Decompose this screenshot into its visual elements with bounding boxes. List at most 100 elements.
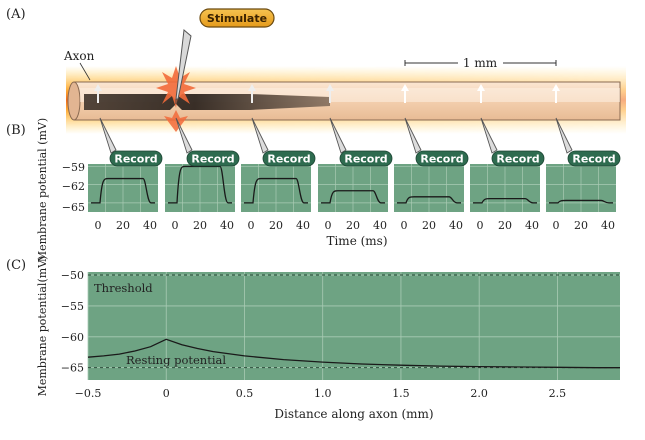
current-arrow-icon bbox=[401, 84, 409, 103]
record-electrode-icon bbox=[99, 117, 117, 154]
record-x-tick: 0 bbox=[477, 219, 484, 232]
record-badge: Record bbox=[186, 150, 240, 167]
record-badge: Record bbox=[415, 150, 469, 167]
record-trace bbox=[244, 177, 308, 204]
plot-c-x-tick: 2.5 bbox=[549, 387, 567, 400]
record-panel: Record 0 20 40 bbox=[318, 150, 393, 232]
resting-annotation: Resting potential bbox=[126, 353, 226, 367]
record-x-tick: 0 bbox=[172, 219, 179, 232]
plot-c-y-tick: −50 bbox=[61, 269, 84, 282]
plot-c-x-tick: 0.5 bbox=[236, 387, 254, 400]
record-panels: Record 0 20 40 Record 0 20 40 Record 0 20 40 Record 0… bbox=[88, 150, 621, 232]
record-label: Record bbox=[420, 153, 463, 166]
plot-c-x-tick: 1.5 bbox=[392, 387, 410, 400]
record-badge: Record bbox=[339, 150, 393, 167]
record-x-tick: 40 bbox=[525, 219, 539, 232]
record-panel: Record 0 20 40 bbox=[470, 150, 545, 232]
record-badge: Record bbox=[491, 150, 545, 167]
membrane-potential-line bbox=[87, 338, 620, 369]
record-panel: Record 0 20 40 bbox=[546, 150, 621, 232]
record-panel: Record 0 20 40 bbox=[88, 150, 163, 232]
plot-c-y-tick: −55 bbox=[61, 300, 84, 313]
recordings-y-tick: −59 bbox=[62, 161, 85, 174]
current-arrows bbox=[94, 84, 560, 103]
current-arrow-icon bbox=[94, 84, 102, 103]
plot-c-x-ticks: −0.5 0 0.5 1.0 1.5 2.0 2.5 bbox=[75, 387, 567, 400]
record-x-tick: 20 bbox=[346, 219, 360, 232]
record-trace bbox=[321, 190, 385, 204]
record-x-tick: 0 bbox=[325, 219, 332, 232]
record-electrode-icon bbox=[175, 117, 193, 154]
panel-a-label: (A) bbox=[6, 7, 26, 22]
record-electrode-icon bbox=[404, 117, 422, 154]
recordings-y-label: Membrane potential (mV) bbox=[36, 118, 49, 262]
record-x-tick: 40 bbox=[601, 219, 615, 232]
record-trace bbox=[168, 165, 232, 204]
scale-label: 1 mm bbox=[463, 56, 498, 70]
plot-c-x-tick: 2.0 bbox=[470, 387, 488, 400]
record-electrodes bbox=[99, 117, 573, 154]
record-x-tick: 40 bbox=[449, 219, 463, 232]
stimulus-burst-icon bbox=[156, 66, 196, 132]
panel-c: (C) Threshold Resting potential −50 −55 −6… bbox=[6, 256, 620, 421]
plot-c-y-ticks: −50 −55 −60 −65 bbox=[61, 269, 84, 375]
record-x-tick: 0 bbox=[401, 219, 408, 232]
panel-b-label: (B) bbox=[6, 123, 26, 138]
plot-c-y-label: Membrane potential(mV) bbox=[36, 256, 49, 397]
record-x-tick: 20 bbox=[193, 219, 207, 232]
axon-active-region bbox=[84, 94, 330, 110]
stimulate-electrode-icon bbox=[175, 29, 192, 104]
record-label: Record bbox=[344, 153, 387, 166]
panel-b: (B) Membrane potential (mV) −59 −62 −65 … bbox=[6, 118, 621, 262]
record-electrode-icon bbox=[555, 117, 573, 154]
record-badge: Record bbox=[567, 150, 621, 167]
current-arrow-icon bbox=[552, 84, 560, 103]
record-x-tick: 0 bbox=[553, 219, 560, 232]
record-trace bbox=[549, 199, 613, 204]
record-label: Record bbox=[496, 153, 539, 166]
panel-c-label: (C) bbox=[6, 258, 26, 273]
record-electrode-icon bbox=[251, 117, 269, 154]
recordings-x-label: Time (ms) bbox=[326, 234, 387, 248]
record-trace bbox=[473, 197, 537, 204]
plot-c-y-tick: −65 bbox=[61, 362, 84, 375]
record-electrode-icon bbox=[480, 117, 498, 154]
record-panel: Record 0 20 40 bbox=[394, 150, 469, 232]
current-arrow-icon bbox=[477, 84, 485, 103]
record-x-tick: 0 bbox=[248, 219, 255, 232]
panel-a: (A) Stimulate Axon bbox=[6, 7, 626, 154]
record-panel: Record 0 20 40 bbox=[165, 150, 240, 232]
record-label: Record bbox=[267, 153, 310, 166]
record-trace bbox=[91, 177, 155, 204]
record-x-tick: 20 bbox=[574, 219, 588, 232]
current-arrow-icon bbox=[248, 84, 256, 103]
record-panel: Record 0 20 40 bbox=[241, 150, 316, 232]
stimulate-label: Stimulate bbox=[207, 12, 267, 25]
recordings-y-tick: −62 bbox=[62, 180, 85, 193]
plot-c-y-tick: −60 bbox=[61, 331, 84, 344]
plot-c-x-label: Distance along axon (mm) bbox=[274, 407, 433, 421]
record-electrode-icon bbox=[329, 117, 347, 154]
record-label: Record bbox=[114, 153, 157, 166]
record-x-tick: 20 bbox=[498, 219, 512, 232]
record-badge: Record bbox=[109, 150, 163, 167]
record-x-tick: 40 bbox=[143, 219, 157, 232]
record-label: Record bbox=[191, 153, 234, 166]
axon-pointer-line bbox=[79, 62, 91, 81]
plot-c-x-tick: 0 bbox=[163, 387, 170, 400]
record-x-tick: 20 bbox=[269, 219, 283, 232]
threshold-annotation: Threshold bbox=[94, 281, 153, 295]
stimulate-badge: Stimulate bbox=[199, 8, 275, 28]
record-x-tick: 40 bbox=[220, 219, 234, 232]
record-x-tick: 40 bbox=[296, 219, 310, 232]
plot-c-background bbox=[88, 272, 620, 380]
record-x-tick: 20 bbox=[116, 219, 130, 232]
record-x-tick: 0 bbox=[95, 219, 102, 232]
record-label: Record bbox=[572, 153, 615, 166]
record-trace bbox=[397, 196, 461, 204]
plot-c-x-tick: 1.0 bbox=[314, 387, 332, 400]
axon-label: Axon bbox=[63, 49, 95, 63]
recordings-y-ticks: −59 −62 −65 bbox=[62, 161, 85, 214]
scale-bar: 1 mm bbox=[404, 56, 557, 70]
